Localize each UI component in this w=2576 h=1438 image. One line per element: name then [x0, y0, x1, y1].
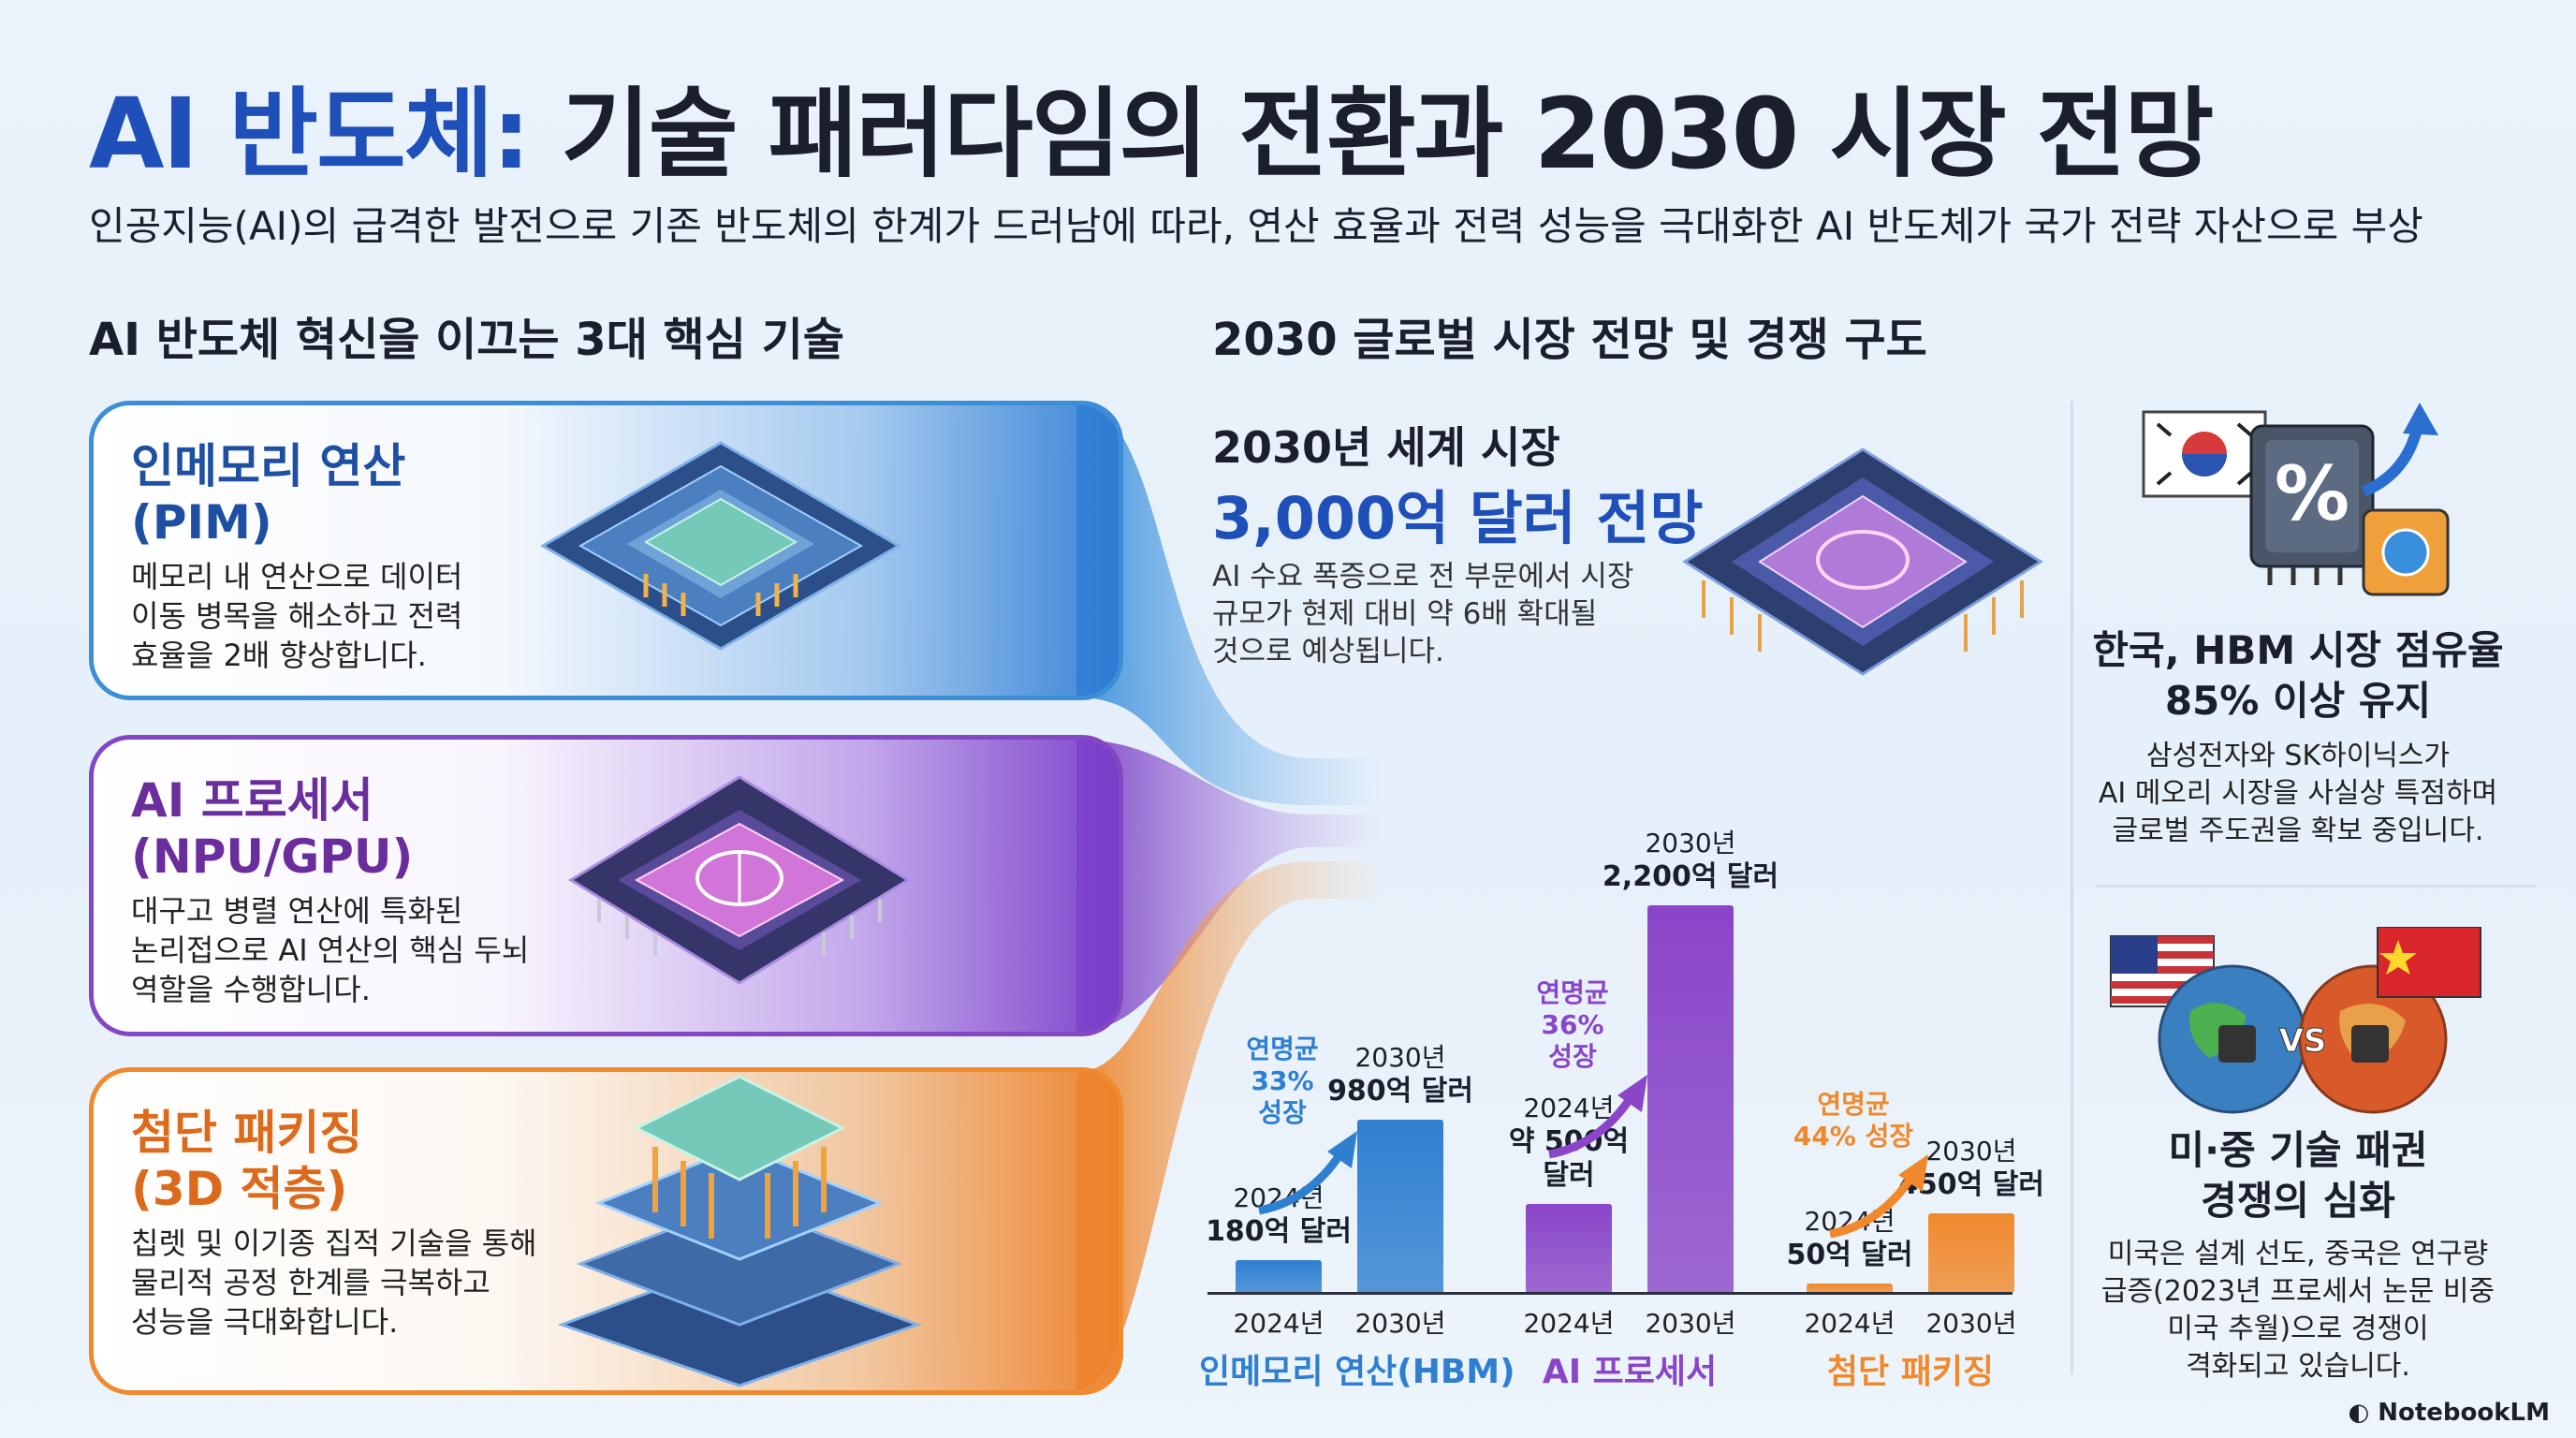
ai-brain-chip-icon: [1682, 448, 2043, 676]
card-subtitle: (3D 적층): [131, 1162, 348, 1216]
vs-label: VS: [2279, 1022, 2327, 1060]
card-desc-line: 성능을 극대화합니다.: [131, 1304, 399, 1340]
page-subtitle: 인공지능(AI)의 급격한 발전으로 기존 반도체의 한계가 드러남에 따라, …: [89, 203, 2423, 249]
cagr-label: 44% 성장: [1793, 1121, 1914, 1152]
card-subtitle: (NPU/GPU): [131, 829, 414, 884]
cagr-label: 연명균: [1536, 977, 1609, 1008]
year-tick-label: 2030년: [1354, 1308, 1446, 1339]
page-title: AI 반도체: 기술 패러다임의 전환과 2030 시장 전망: [89, 54, 2214, 196]
brand-label: NotebookLM: [2378, 1399, 2550, 1427]
rivalry-title-line: 미·중 기술 패권: [2168, 1127, 2428, 1173]
tech-section-heading: AI 반도체 혁신을 이끄는 3대 핵심 기술: [89, 314, 844, 366]
market-label: 2030년 세계 시장: [1212, 422, 1560, 473]
card-desc-line: 역할을 수행합니다.: [131, 972, 371, 1007]
growth-arrow-icon: [1829, 1154, 1928, 1239]
cagr-label: 연명균: [1246, 1034, 1319, 1064]
card-desc-line: 칩렛 및 이기종 집적 기술을 통해: [131, 1225, 537, 1261]
card-title: 인메모리 연산: [131, 439, 406, 493]
bar-value-label: 달러: [1543, 1159, 1595, 1192]
stacked-chip-icon: [557, 1075, 922, 1387]
korea-desc-line: 삼성전자와 SK하이닉스가: [2145, 740, 2451, 772]
chart-bar: [1807, 1284, 1893, 1292]
tech-card-pim: 인메모리 연산 (PIM) 메모리 내 연산으로 데이터 이동 병목을 해소하고…: [89, 401, 1123, 700]
card-desc-line: 메모리 내 연산으로 데이터: [131, 559, 463, 594]
cagr-label: 연명균: [1817, 1089, 1890, 1120]
market-desc-line: 것으로 예상됩니다.: [1212, 635, 1444, 668]
bar-value-label: 2024년: [1523, 1093, 1615, 1123]
flow-band-purple: [1076, 740, 1385, 1032]
card-title: AI 프로세서: [131, 773, 373, 828]
market-value: 3,000억 달러 전망: [1212, 484, 1704, 552]
cagr-label: 33%: [1251, 1065, 1314, 1096]
korea-title-line: 한국, HBM 시장 점유율: [2092, 627, 2504, 673]
chart-group-label: 인메모리 연산(HBM): [1199, 1353, 1515, 1391]
chart-group-label: AI 프로세서: [1542, 1353, 1718, 1391]
card-desc-line: 효율을 2배 향상합니다.: [131, 638, 427, 673]
growth-arrow-icon: [1548, 1075, 1647, 1159]
cagr-label: 성장: [1548, 1041, 1597, 1072]
percent-badge: %: [2275, 450, 2349, 537]
rivalry-title-line: 경쟁의 심화: [2201, 1178, 2395, 1224]
year-tick-label: 2030년: [1645, 1308, 1736, 1339]
cagr-label: 성장: [1258, 1097, 1307, 1128]
tech-card-packaging: 첨단 패키징 (3D 적층) 칩렛 및 이기종 집적 기술을 통해 물리적 공정…: [89, 1067, 1123, 1395]
card-desc-line: 이동 병목을 해소하고 전력: [131, 598, 463, 634]
card-title: 첨단 패키징: [131, 1106, 363, 1160]
korea-hbm-icon: %: [2142, 403, 2450, 596]
bar-value-label: 2,200억 달러: [1602, 860, 1779, 893]
year-tick-label: 2024년: [1233, 1308, 1325, 1339]
market-desc-line: AI 수요 폭증으로 전 부문에서 시장: [1212, 560, 1634, 594]
bar-value-label: 2030년: [1645, 828, 1736, 858]
korea-title-line: 85% 이상 유지: [2164, 678, 2432, 724]
card-desc-line: 물리적 공정 한계를 극복하고: [131, 1265, 490, 1300]
bar-value-label: 180억 달러: [1206, 1215, 1352, 1248]
rivalry-desc-line: 미국 추월)으로 경쟁이: [2167, 1313, 2429, 1345]
us-china-rivalry-icon: VS: [2110, 927, 2481, 1114]
chart-bar: [1647, 905, 1734, 1292]
chart-group-label: 첨단 패키징: [1826, 1353, 1995, 1391]
year-tick-label: 2024년: [1804, 1308, 1895, 1339]
title-accent: AI 반도체:: [89, 77, 531, 191]
chart-bar: [1526, 1204, 1612, 1292]
section-divider: [2097, 885, 2537, 888]
market-section-heading: 2030 글로벌 시장 전망 및 경쟁 구도: [1212, 314, 1927, 366]
card-desc-line: 논리접으로 AI 연산의 핵심 두뇌: [131, 932, 530, 968]
notebook-icon: ◐: [2348, 1399, 2378, 1427]
bar-value-label: 2030년: [1354, 1042, 1446, 1073]
flow-band-blue: [1076, 404, 1385, 805]
chart-bar: [1236, 1260, 1322, 1292]
bar-value-label: 2030년: [1925, 1136, 2017, 1167]
rivalry-desc-line: 미국은 설계 선도, 중국은 연구량: [2107, 1238, 2489, 1270]
chart-baseline: [1208, 1292, 2012, 1295]
tech-card-processor: AI 프로세서 (NPU/GPU) 대구고 병렬 연산에 특화된 논리접으로 A…: [89, 735, 1123, 1036]
rivalry-desc-line: 격화되고 있습니다.: [2186, 1350, 2410, 1383]
card-desc-line: 대구고 병렬 연산에 특화된: [131, 893, 463, 929]
cagr-label: 36%: [1541, 1009, 1604, 1040]
memory-chip-icon: [540, 441, 901, 651]
market-desc-line: 규모가 현제 대비 약 6배 확대될: [1212, 597, 1598, 631]
card-subtitle: (PIM): [131, 495, 272, 550]
market-bar-chart: 2024년 180억 달러 2024년 2030년 980억 달러 2030년 인메모리 연…: [1199, 805, 2050, 1391]
bar-value-label: 50억 달러: [1786, 1239, 1913, 1271]
rivalry-desc-line: 급증(2023년 프로세서 논문 비중: [2100, 1275, 2496, 1308]
brand-watermark: ◐ NotebookLM: [2348, 1399, 2550, 1427]
column-divider: [2071, 401, 2073, 1374]
growth-arrow-icon: [1258, 1131, 1357, 1215]
year-tick-label: 2024년: [1523, 1308, 1615, 1339]
year-tick-label: 2030년: [1925, 1308, 2017, 1339]
title-rest: 기술 패러다임의 전환과 2030 시장 전망: [529, 77, 2214, 191]
bar-value-label: 980억 달러: [1327, 1075, 1473, 1108]
chart-bar: [1357, 1120, 1443, 1292]
korea-desc-line: AI 메오리 시장을 사실상 특점하며: [2098, 777, 2498, 810]
korea-desc-line: 글로벌 주도권을 확보 중입니다.: [2112, 814, 2484, 847]
brain-chip-icon: [568, 775, 911, 985]
chart-bar: [1928, 1213, 2014, 1292]
